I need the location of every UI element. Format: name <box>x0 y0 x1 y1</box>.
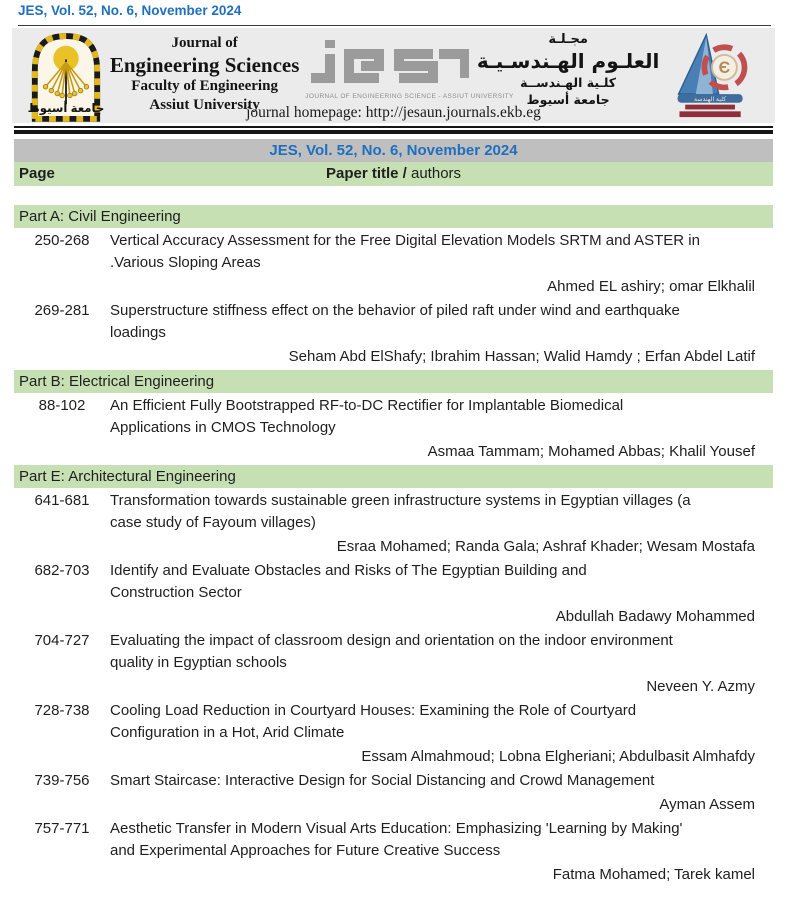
title-column-label-regular: authors <box>406 165 462 182</box>
section-heading: Part B: Electrical Engineering <box>14 370 773 393</box>
paper-authors: Essam Almahmoud; Lobna Elgheriani; Abdul… <box>361 748 755 765</box>
journal-arabic-line: كلـية الهـندســة <box>520 75 617 90</box>
journal-arabic-line: جامعة أسيوط <box>526 92 610 107</box>
title-column-label: Paper title / authors <box>14 162 773 186</box>
paper-title: An Efficient Fully Bootstrapped RF-to-DC… <box>110 397 624 436</box>
paper-entry-row: 704-727 Evaluating the impact of classroo… <box>14 630 773 674</box>
issue-header-line: JES, Vol. 52, No. 6, November 2024 <box>18 3 242 18</box>
paper-title: Transformation towards sustainable green… <box>110 492 691 531</box>
page-range: 269-281 <box>34 302 90 319</box>
toc-columns-header: Page Paper title / authors <box>14 162 773 186</box>
section-heading: Part A: Civil Engineering <box>14 205 773 228</box>
paper-title: Identify and Evaluate Obstacles and Risk… <box>110 562 587 601</box>
journal-title-block: Journal of Engineering Sciences Faculty … <box>104 34 305 115</box>
journal-arabic-line: مجـلـة <box>548 32 588 47</box>
faculty-of-engineering-logo-icon: Є كلية الهندسة <box>663 31 761 124</box>
journal-title-line: Faculty of Engineering <box>131 78 278 94</box>
journal-arabic-line: العلـوم الهـندسـيـة <box>476 49 660 73</box>
paper-title: Superstructure stiffness effect on the b… <box>110 302 680 341</box>
paper-entry-row: 269-281 Superstructure stiffness effect o… <box>14 300 773 344</box>
paper-authors: Asmaa Tammam; Mohamed Abbas; Khalil Yous… <box>427 443 755 460</box>
toc-sections: Part A: Civil Engineering 250-268 Vertical… <box>14 186 773 886</box>
paper-entry-row: 88-102 An Efficient Fully Bootstrapped RF… <box>14 395 773 439</box>
paper-authors: Fatma Mohamed; Tarek kamel <box>552 866 755 883</box>
journal-homepage-link[interactable]: journal homepage: http://jesaun.journals… <box>246 104 541 121</box>
paper-authors: Ayman Assem <box>659 796 755 813</box>
journal-title-arabic-block: مجـلـة العلـوم الهـندسـيـة كلـية الهـندس… <box>473 31 663 108</box>
section-heading: Part E: Architectural Engineering <box>14 465 773 488</box>
page-range: 757-771 <box>34 820 90 837</box>
paper-authors: Abdullah Badawy Mohammed <box>555 608 755 625</box>
toc-section: Part A: Civil Engineering 250-268 Vertical… <box>14 205 773 368</box>
page-range: 739-756 <box>34 772 90 789</box>
page-range: 88-102 <box>38 397 86 414</box>
toc-section: Part E: Architectural Engineering 641-681… <box>14 465 773 886</box>
title-column-label-bold: Paper title / <box>325 165 407 182</box>
page-range: 641-681 <box>34 492 90 509</box>
journal-title-line: Assiut University <box>149 97 260 113</box>
svg-text:Є: Є <box>719 59 731 77</box>
top-divider <box>18 25 771 26</box>
jes-logo-icon: JOURNAL OF ENGINEERING SCIENCE - ASSIUT … <box>305 38 514 100</box>
paper-title: Aesthetic Transfer in Modern Visual Arts… <box>110 820 683 859</box>
page-range: 728-738 <box>34 702 90 719</box>
paper-entry-row: 682-703 Identify and Evaluate Obstacles a… <box>14 560 773 604</box>
paper-entry-row: 250-268 Vertical Accuracy Assessment for … <box>14 230 773 274</box>
paper-authors: Seham Abd ElShafy; Ibrahim Hassan; Walid… <box>288 348 755 365</box>
paper-authors: Neveen Y. Azmy <box>646 678 755 695</box>
paper-authors: Esraa Mohamed; Randa Gala; Ashraf Khader… <box>336 538 755 555</box>
paper-entry-row: 757-771 Aesthetic Transfer in Modern Visu… <box>14 818 773 862</box>
assiut-university-logo-icon: جامعة أسيوط <box>28 30 104 127</box>
paper-entry-row: 641-681 Transformation towards sustainabl… <box>14 490 773 534</box>
page-range: 704-727 <box>34 632 90 649</box>
paper-entry-row: 728-738 Cooling Load Reduction in Courtya… <box>14 700 773 744</box>
paper-title: Vertical Accuracy Assessment for the Fre… <box>110 232 700 271</box>
paper-title: Smart Staircase: Interactive Design for … <box>110 772 655 789</box>
paper-title: Evaluating the impact of classroom desig… <box>110 632 673 671</box>
faculty-logo-arabic-text: كلية الهندسة <box>694 96 726 103</box>
paper-entry-row: 739-756 Smart Staircase: Interactive Desi… <box>14 770 773 792</box>
jes-logo-caption: JOURNAL OF ENGINEERING SCIENCE - ASSIUT … <box>305 93 514 100</box>
toc-section: Part B: Electrical Engineering 88-102 An E… <box>14 370 773 463</box>
journal-masthead: جامعة أسيوط Journal of Engineering Scien… <box>12 28 775 123</box>
paper-title: Cooling Load Reduction in Courtyard Hous… <box>110 702 637 741</box>
issue-banner: JES, Vol. 52, No. 6, November 2024 <box>14 139 773 162</box>
page-range: 250-268 <box>34 232 90 249</box>
university-logo-arabic-text: جامعة أسيوط <box>28 100 104 116</box>
journal-title-line: Journal of <box>171 35 238 51</box>
paper-authors: Ahmed EL ashiry; omar Elkhalil <box>547 278 755 295</box>
page-column-label: Page <box>19 165 55 182</box>
page-range: 682-703 <box>34 562 90 579</box>
journal-title-line: Engineering Sciences <box>109 53 300 77</box>
masthead-divider <box>14 126 773 134</box>
